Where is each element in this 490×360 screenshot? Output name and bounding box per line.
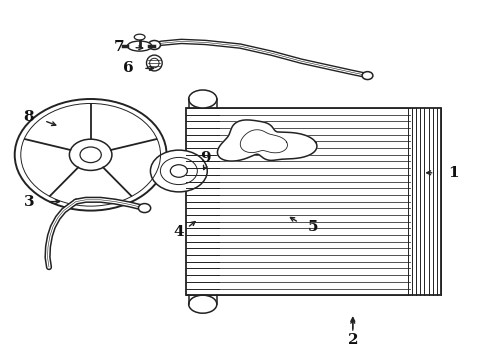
Text: 7: 7 [113, 40, 124, 54]
Text: 3: 3 [24, 195, 35, 208]
Circle shape [70, 139, 112, 170]
Ellipse shape [148, 40, 161, 49]
Text: 1: 1 [448, 166, 459, 180]
Ellipse shape [134, 34, 145, 40]
Text: 4: 4 [173, 225, 184, 239]
Ellipse shape [147, 55, 162, 71]
Ellipse shape [149, 58, 159, 68]
Ellipse shape [189, 295, 217, 313]
Bar [186, 108, 441, 295]
Circle shape [80, 147, 101, 163]
Circle shape [171, 165, 187, 177]
Ellipse shape [138, 204, 151, 212]
Circle shape [15, 99, 167, 211]
Text: 2: 2 [347, 333, 358, 347]
Ellipse shape [127, 41, 152, 51]
Polygon shape [218, 120, 317, 161]
Text: 9: 9 [200, 152, 211, 165]
Text: 6: 6 [123, 62, 134, 75]
Text: 5: 5 [307, 220, 318, 234]
Text: 8: 8 [23, 110, 34, 124]
Ellipse shape [362, 72, 373, 80]
Ellipse shape [189, 90, 217, 108]
Circle shape [150, 150, 207, 192]
